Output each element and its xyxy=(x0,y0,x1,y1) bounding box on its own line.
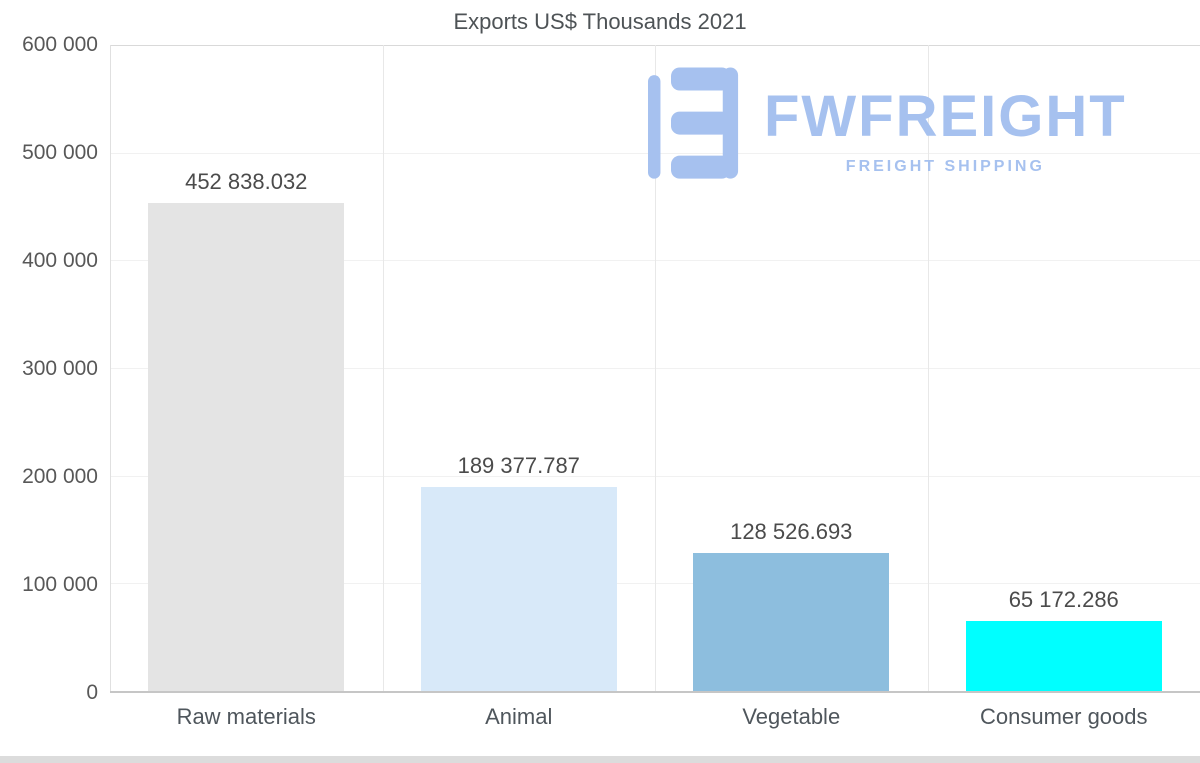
bar-column-animal: 189 377.787 xyxy=(383,45,656,691)
bar-raw-materials xyxy=(148,203,345,691)
bar-value-label: 189 377.787 xyxy=(457,453,580,479)
y-axis-tick-label: 0 xyxy=(86,681,98,704)
brand-tagline: FREIGHT SHIPPING xyxy=(845,158,1045,175)
v-gridline xyxy=(110,45,111,691)
bar-column-vegetable: 128 526.693 xyxy=(655,45,928,691)
y-axis-tick-label: 600 000 xyxy=(22,33,98,56)
bottom-strip xyxy=(0,756,1200,763)
bar-vegetable xyxy=(693,552,890,691)
y-axis-tick-label: 300 000 xyxy=(22,357,98,380)
bar-value-label: 452 838.032 xyxy=(185,169,308,195)
brand-wordmark: FWFREIGHT xyxy=(764,84,1127,149)
bar-value-label: 128 526.693 xyxy=(730,518,853,544)
y-axis-tick-label: 200 000 xyxy=(22,465,98,488)
y-axis-tick-label: 500 000 xyxy=(22,141,98,164)
brand-text-block: FWFREIGHT FREIGHT SHIPPING xyxy=(764,64,1127,176)
y-axis-tick-label: 400 000 xyxy=(22,248,98,272)
bar-column-consumer-goods: 65 172.286 xyxy=(928,45,1200,691)
x-axis-label-animal: Animal xyxy=(485,704,553,729)
bar-column-raw-materials: 452 838.032 xyxy=(110,45,383,691)
y-axis-tick-label: 100 000 xyxy=(22,572,98,596)
bar-consumer-goods xyxy=(965,620,1162,691)
x-axis: Raw materials Animal Vegetable Consumer … xyxy=(110,704,1200,730)
x-axis-label-vegetable: Vegetable xyxy=(742,704,841,729)
bar-value-label: 65 172.286 xyxy=(1008,586,1119,612)
fwfreight-watermark: FWFREIGHT FREIGHT SHIPPING xyxy=(648,64,1127,186)
x-axis-label-consumer-goods: Consumer goods xyxy=(979,704,1148,729)
fwfreight-logo-icon xyxy=(648,67,739,179)
plot-area: 452 838.032 189 377.787 128 526.693 65 1… xyxy=(110,45,1200,693)
y-axis: 600 000 500 000 400 000 300 000 200 000 … xyxy=(0,33,98,704)
v-gridline xyxy=(927,45,929,691)
chart-title: Exports US$ Thousands 2021 xyxy=(453,9,747,34)
v-gridline xyxy=(382,45,384,691)
x-axis-label-raw-materials: Raw materials xyxy=(176,704,316,729)
bar-animal xyxy=(420,487,617,691)
v-gridline xyxy=(655,45,656,691)
